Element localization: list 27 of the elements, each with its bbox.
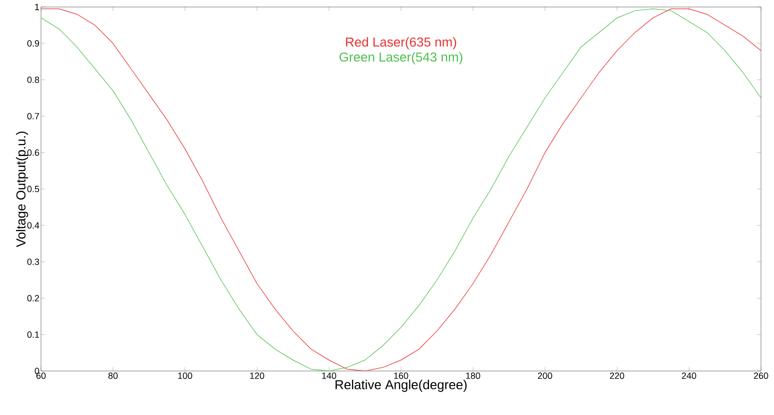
x-tick-label: 200 bbox=[538, 372, 552, 379]
x-tick-label: 180 bbox=[466, 372, 480, 379]
text: Red Laser(635 nm) bbox=[346, 37, 456, 50]
y-tick-label: 0 bbox=[34, 368, 40, 374]
x-tick-label: 240 bbox=[682, 372, 696, 379]
y-tick-label: 0.8 bbox=[27, 76, 40, 83]
y-axis-title: Voltage Output(p.u.) bbox=[16, 132, 28, 248]
y-tick-label: 0.3 bbox=[27, 258, 40, 265]
x-axis-title: Relative Angle(degree) bbox=[336, 380, 467, 392]
x-tick-label: 220 bbox=[610, 372, 624, 379]
x-tick-label: 120 bbox=[250, 372, 264, 379]
x-tick-label: 100 bbox=[178, 372, 192, 379]
line-series bbox=[41, 8, 761, 371]
y-tick-label: 0.2 bbox=[27, 294, 40, 302]
y-tick-label: 0.7 bbox=[27, 113, 40, 120]
x-tick-label: 140 bbox=[322, 372, 336, 379]
y-tick-label: 0.4 bbox=[27, 222, 40, 229]
x-tick-label: 260 bbox=[754, 372, 768, 379]
y-tick-label: 0.9 bbox=[27, 40, 40, 47]
y-tick-label: 1 bbox=[35, 4, 40, 10]
x-tick-label: 160 bbox=[394, 372, 408, 379]
y-tick-label: 0.1 bbox=[27, 331, 40, 338]
x-tick-label: 80 bbox=[108, 372, 118, 379]
y-tick-label: 0.5 bbox=[27, 186, 40, 192]
text: Green Laser(543 nm) bbox=[340, 52, 462, 64]
x-tick-label: 60 bbox=[36, 372, 46, 379]
y-tick-label: 0.6 bbox=[27, 149, 40, 156]
